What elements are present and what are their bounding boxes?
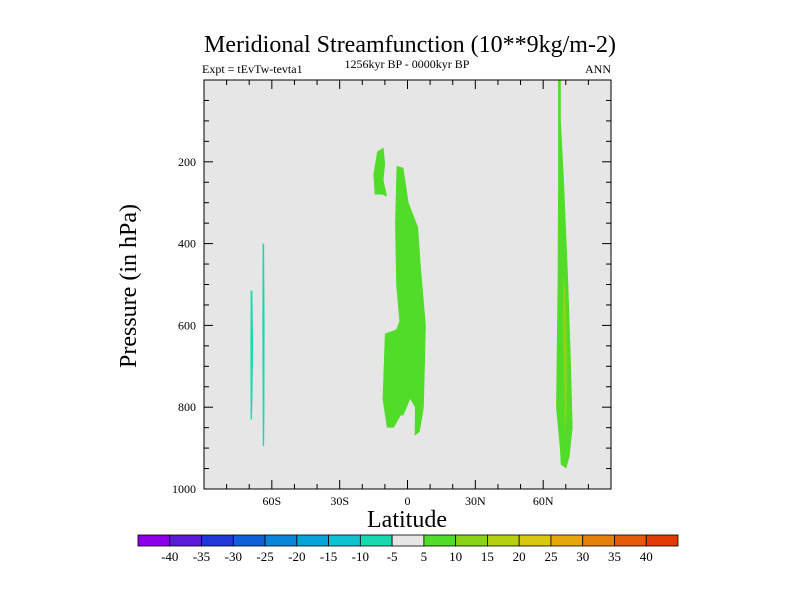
chart-title: Meridional Streamfunction (10**9kg/m-2) [204,32,616,58]
colorbar-label: 35 [608,549,621,564]
colorbar-swatch [391,534,425,547]
colorbar-label: -10 [352,549,369,564]
y-tick-label: 800 [178,400,196,414]
colorbar-label: 40 [640,549,653,564]
sh-negative-cell-1 [250,290,254,420]
colorbar-label: 30 [576,549,589,564]
x-tick-label: 60S [262,494,281,508]
x-tick-label: 0 [405,494,411,508]
y-tick-label: 1000 [172,482,196,496]
colorbar-swatch [296,534,329,547]
colorbar-swatch [518,534,552,547]
colorbar-swatch [201,534,234,547]
colorbar-swatch [582,534,615,547]
colorbar-swatch [137,534,171,547]
y-axis-label: Pressure (in hPa) [116,204,142,368]
x-tick-label: 30S [330,494,349,508]
colorbar-label: 5 [421,549,428,564]
colorbar-swatch [455,534,488,547]
colorbar-swatch [328,534,361,547]
upper-tropical-positive-cell [373,147,388,197]
colorbar: -40 -35 -30 -25 -20 -15 -10 -5 5 10 15 20 25 30 35 40 [137,534,679,564]
colorbar-swatch [359,534,393,547]
y-tick-label: 600 [178,318,196,332]
colorbar-label: -15 [320,549,337,564]
axis-ticks: 60S 30S 0 30N 60N 200 400 600 800 1000 [172,79,612,508]
colorbar-swatch [614,534,647,547]
y-tick-label: 200 [178,155,196,169]
colorbar-swatch [487,534,520,547]
x-axis-label: Latitude [367,507,447,533]
experiment-label: Expt = tEvTw-tevta1 [202,62,303,76]
sh-negative-cell-2 [262,243,265,447]
colorbar-label: 25 [544,549,557,564]
colorbar-label: -30 [225,549,242,564]
colorbar-swatch [264,534,298,547]
colorbar-swatch [169,534,202,547]
colorbar-swatch [232,534,266,547]
colorbar-label: 15 [481,549,494,564]
time-range-label: 1256kyr BP - 0000kyr BP [345,57,470,71]
nh-positive-core [562,276,568,436]
colorbar-label: 20 [513,549,526,564]
tropical-positive-cell [382,165,426,436]
colorbar-swatch [550,534,584,547]
y-tick-label: 400 [178,237,196,251]
x-tick-label: 60N [533,494,554,508]
colorbar-label: -5 [387,549,398,564]
season-label: ANN [585,62,611,76]
nh-positive-cell [556,80,573,469]
colorbar-label: -35 [193,549,210,564]
colorbar-swatch [645,534,679,547]
colorbar-swatch [423,534,457,547]
colorbar-label: -25 [256,549,273,564]
colorbar-label: 10 [449,549,462,564]
contour-regions [250,80,573,469]
x-tick-label: 30N [465,494,486,508]
colorbar-label: -20 [288,549,305,564]
colorbar-label: -40 [161,549,178,564]
